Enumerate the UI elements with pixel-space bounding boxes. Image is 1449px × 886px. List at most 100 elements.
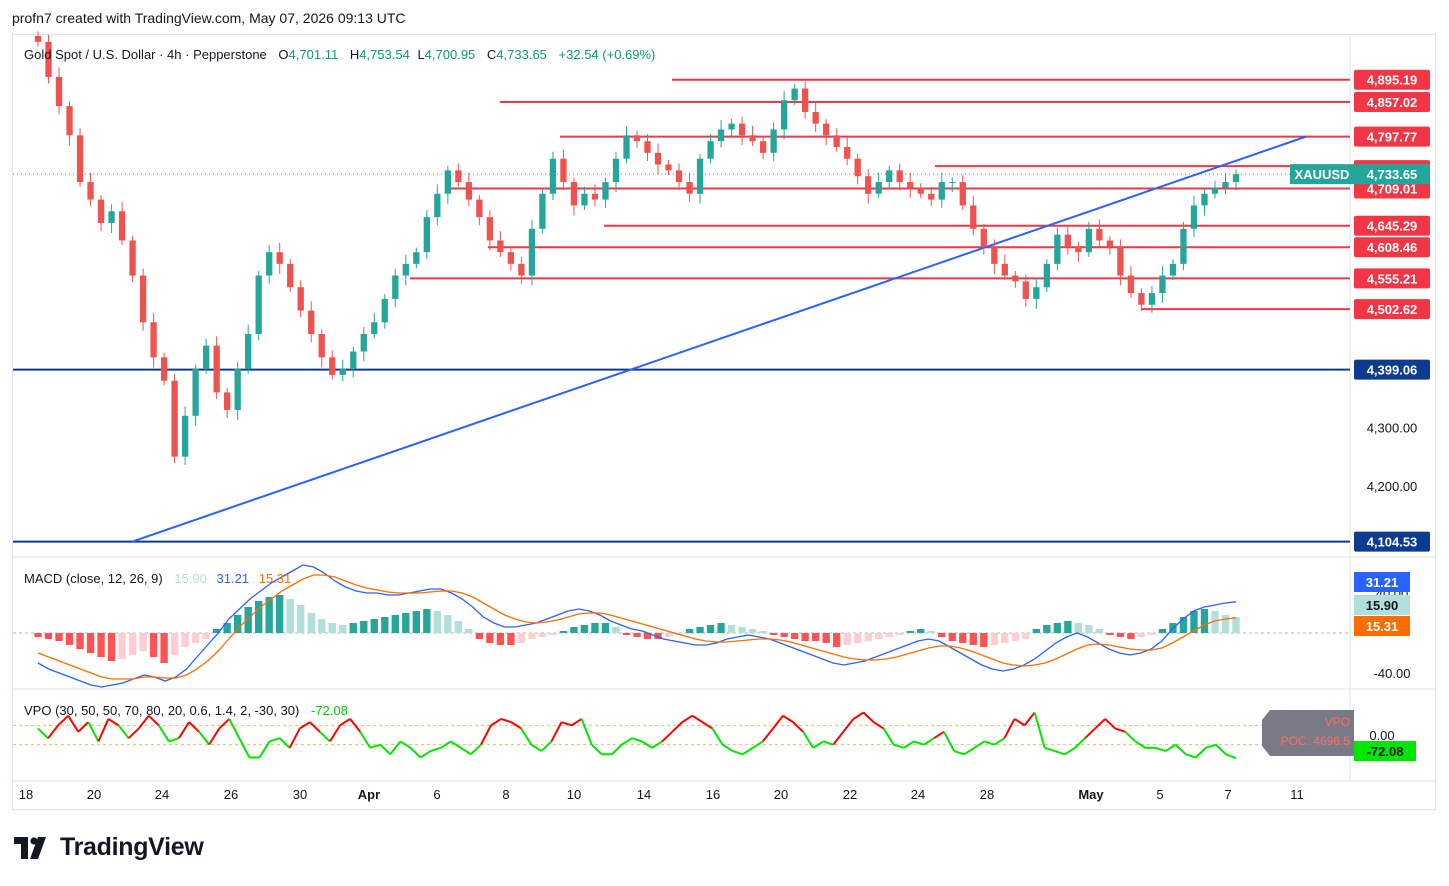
vpo-segment xyxy=(984,740,995,746)
macd-histogram-bar xyxy=(1148,633,1156,635)
candle-body xyxy=(970,205,977,229)
vpo-segment xyxy=(580,718,593,746)
vpo-segment xyxy=(148,714,160,727)
macd-legend-signal: 15.31 xyxy=(259,571,292,586)
macd-histogram-bar xyxy=(1200,609,1209,633)
macd-histogram-bar xyxy=(1001,633,1009,643)
candle-body xyxy=(865,176,872,194)
macd-histogram-bar xyxy=(727,625,736,633)
macd-value-label: 15.31 xyxy=(1366,619,1399,634)
candle-body xyxy=(213,345,220,393)
candle-body xyxy=(139,275,147,323)
macd-signal-line xyxy=(37,574,1237,680)
vpo-poc-tag xyxy=(1262,710,1354,756)
macd-histogram-bar xyxy=(412,611,420,633)
candle-body xyxy=(392,275,399,299)
vpo-legend-title: VPO (30, 50, 50, 70, 80, 20, 0.6, 1.4, 2… xyxy=(24,703,299,718)
level-tag xyxy=(1354,299,1430,320)
candle-body xyxy=(245,333,252,370)
time-tick: 16 xyxy=(706,787,720,802)
vpo-segment xyxy=(993,737,1005,746)
candle-body xyxy=(160,357,168,381)
macd-histogram-bar xyxy=(685,629,694,633)
macd-histogram-bar xyxy=(1116,633,1125,637)
candle-body xyxy=(686,182,693,194)
candle-body xyxy=(255,275,262,334)
macd-histogram-bar xyxy=(664,633,673,637)
macd-histogram-bar xyxy=(307,613,315,633)
macd-histogram-bar xyxy=(875,633,883,639)
vpo-segment xyxy=(651,740,663,749)
vpo-segment xyxy=(822,740,834,746)
time-tick: 20 xyxy=(87,787,101,802)
level-tag xyxy=(1354,126,1430,147)
candle-body xyxy=(329,357,336,375)
vpo-segment xyxy=(1195,747,1207,759)
legend-change: +32.54 (+0.69%) xyxy=(559,47,656,62)
candle-body xyxy=(602,182,609,200)
vpo-segment xyxy=(812,740,824,749)
time-tick: Apr xyxy=(358,787,380,802)
vpo-segment xyxy=(67,715,80,733)
vpo-segment xyxy=(299,721,311,730)
candle-body xyxy=(780,100,788,130)
vpo-segment xyxy=(278,737,291,749)
macd-histogram-bar xyxy=(276,595,284,633)
time-tick: 8 xyxy=(502,787,509,802)
macd-histogram-bar xyxy=(748,629,757,633)
tradingview-logo[interactable]: TradingView xyxy=(14,833,204,862)
candle-body xyxy=(360,333,367,352)
candles xyxy=(34,31,1240,465)
candle-body xyxy=(570,182,578,206)
macd-histogram-bar xyxy=(381,617,389,633)
vpo-value-label: -72.08 xyxy=(1367,744,1404,759)
vpo-segment xyxy=(681,714,693,723)
trendline[interactable] xyxy=(131,135,1307,543)
time-tick: 24 xyxy=(155,787,169,802)
time-tick: 10 xyxy=(567,787,581,802)
macd-histogram-bar xyxy=(832,633,841,647)
vpo-segment xyxy=(349,718,361,733)
vpo-segment xyxy=(258,740,271,759)
support-tag xyxy=(1354,359,1430,380)
candle-body xyxy=(1190,205,1198,229)
macd-value-tag xyxy=(1354,616,1410,636)
macd-histogram-bar xyxy=(233,615,242,633)
candle-body xyxy=(581,193,588,206)
candle-body xyxy=(633,135,641,142)
macd-histogram-bar xyxy=(759,631,767,633)
candle-body xyxy=(665,164,672,171)
vpo-segment xyxy=(1225,753,1237,760)
vpo-segment xyxy=(882,728,895,746)
macd-histogram-bar xyxy=(212,629,221,633)
macd-histogram-bar xyxy=(1190,611,1198,633)
macd-tick: -40.00 xyxy=(1374,666,1411,681)
macd-histogram-bar xyxy=(738,627,746,633)
vpo-segment xyxy=(591,743,603,756)
legend-low-value: 4,700.95 xyxy=(425,47,476,62)
tradingview-logo-icon xyxy=(14,836,46,859)
candle-body xyxy=(991,246,998,264)
vpo-segment xyxy=(107,718,120,727)
time-tick: 26 xyxy=(224,787,238,802)
macd-histogram-bar xyxy=(1022,633,1030,639)
macd-histogram-bar xyxy=(402,613,410,633)
macd-histogram-bar xyxy=(86,633,95,653)
vpo-segment xyxy=(953,750,965,756)
macd-histogram-bar xyxy=(191,633,200,643)
candle-body xyxy=(1180,228,1187,264)
candle-body xyxy=(1232,174,1240,183)
vpo-segment xyxy=(288,728,301,749)
vpo-segment xyxy=(208,728,221,746)
vpo-segment xyxy=(752,740,764,749)
vpo-segment xyxy=(500,717,512,724)
vpo-segment xyxy=(510,721,522,730)
level-tag xyxy=(1354,268,1430,289)
macd-histogram-bar xyxy=(580,625,589,633)
candle-body xyxy=(465,182,473,200)
vpo-segment xyxy=(802,731,815,749)
candle-body xyxy=(749,135,756,142)
macd-histogram-bar xyxy=(370,619,378,633)
candle-body xyxy=(1075,246,1082,253)
